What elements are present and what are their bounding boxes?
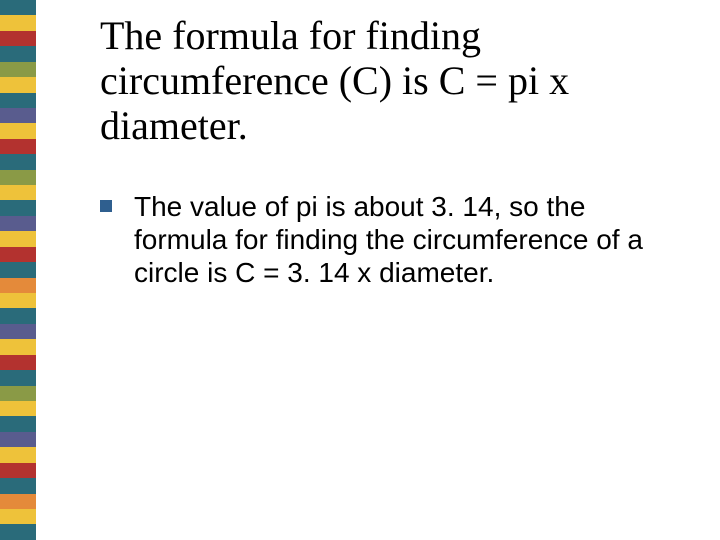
stripe [0,231,36,246]
stripe [0,432,36,447]
stripe [0,494,36,509]
stripe [0,15,36,30]
side-stripe-bar [0,0,36,540]
stripe [0,154,36,169]
stripe [0,139,36,154]
stripe [0,308,36,323]
slide-title: The formula for finding circumference (C… [100,14,680,148]
stripe [0,46,36,61]
stripe [0,216,36,231]
stripe [0,293,36,308]
stripe [0,278,36,293]
bullet-row: The value of pi is about 3. 14, so the f… [100,190,680,289]
stripe [0,509,36,524]
stripe [0,185,36,200]
stripe [0,401,36,416]
stripe [0,386,36,401]
stripe [0,370,36,385]
stripe [0,123,36,138]
slide-body-text: The value of pi is about 3. 14, so the f… [134,190,680,289]
stripe [0,200,36,215]
stripe [0,31,36,46]
stripe [0,93,36,108]
stripe [0,77,36,92]
stripe [0,463,36,478]
stripe [0,247,36,262]
stripe [0,355,36,370]
stripe [0,170,36,185]
stripe [0,108,36,123]
stripe [0,339,36,354]
stripe [0,447,36,462]
stripe [0,262,36,277]
square-bullet-icon [100,200,112,212]
stripe [0,524,36,539]
stripe [0,62,36,77]
stripe [0,324,36,339]
stripe [0,0,36,15]
stripe [0,478,36,493]
slide-content: The formula for finding circumference (C… [100,14,680,289]
stripe [0,416,36,431]
